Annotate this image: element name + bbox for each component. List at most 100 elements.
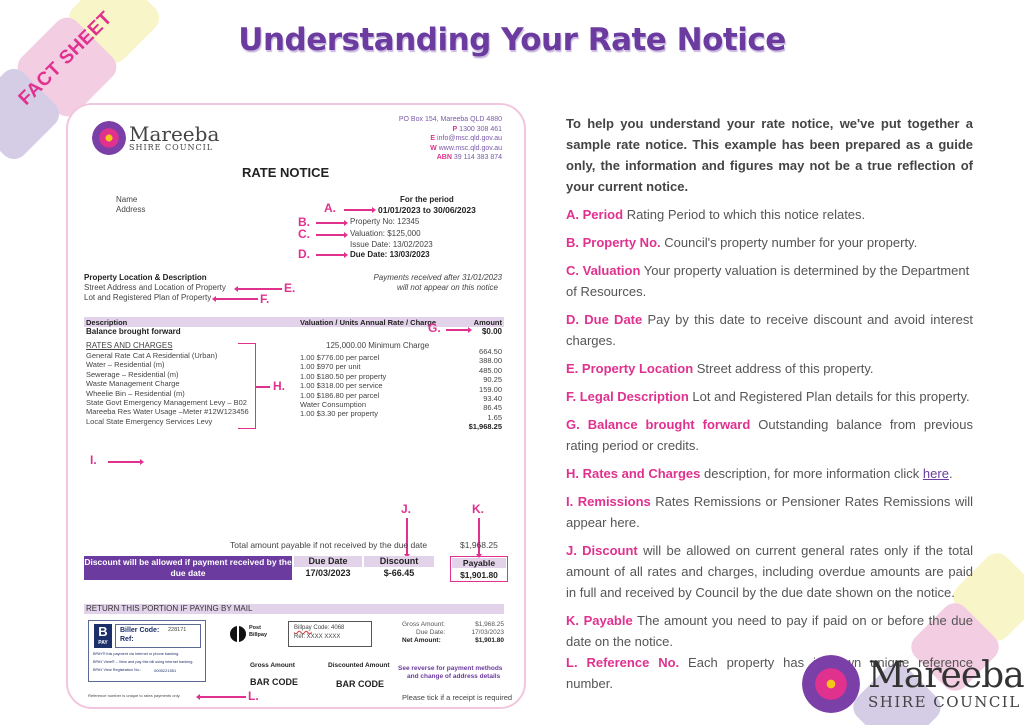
explanation-item-e: E. Property Location Street address of t… — [566, 361, 874, 376]
table-header-band — [84, 317, 504, 327]
charges-total: $1,968.25 — [468, 422, 502, 432]
lot-plan: Lot and Registered Plan of Property — [84, 293, 212, 302]
marker-f: F. — [260, 292, 270, 306]
col-amount: Amount — [473, 318, 502, 327]
flower-logo-icon — [92, 121, 126, 155]
charge-row: Local State Emergency Services Levy — [86, 416, 213, 426]
receipt-checkbox-label[interactable]: Please tick if a receipt is required — [402, 693, 513, 702]
arrow-j — [404, 518, 409, 558]
minimum-charge: 125,000.00 Minimum Charge — [326, 341, 430, 350]
charge-row: Water – Residential (m) — [86, 360, 165, 370]
charge-row: Sewerage – Residential (m) — [86, 369, 179, 379]
page-title: Understanding Your Rate Notice — [238, 22, 786, 58]
notice-title: RATE NOTICE — [242, 165, 330, 180]
payments-note: Payments received after 31/01/2023 — [373, 273, 502, 282]
bracket-h — [238, 343, 256, 429]
marker-k: K. — [472, 502, 484, 516]
payments-note-2: will not appear on this notice — [397, 283, 498, 292]
discount-banner: Discount will be allowed if payment rece… — [84, 556, 292, 580]
arrow-k — [476, 518, 481, 558]
arrow-d — [316, 252, 348, 257]
biller-code: 228171 — [168, 627, 187, 633]
valuation: Valuation: $125,000 — [350, 229, 421, 238]
billpay-ref: Ref: XXXX XXXX — [294, 634, 341, 640]
arrow-i — [108, 459, 144, 464]
arrow-g — [446, 327, 472, 332]
marker-d: D. — [298, 247, 310, 261]
charges-descriptions: General Rate Cat A Residential (Urban) W… — [86, 351, 249, 426]
payment-summary: Gross Amount: $1,968.25 Due Date: 17/03/20… — [402, 621, 504, 644]
return-band — [84, 604, 504, 614]
bpay-code-box — [115, 624, 201, 648]
contact-block: PO Box 154, Mareeba QLD 4880 P 1300 308 … — [398, 116, 502, 161]
street-address: Street Address and Location of Property — [84, 283, 226, 292]
marker-g: G. — [428, 321, 441, 335]
col-valuation: Valuation / Units Annual Rate / Charge — [300, 318, 436, 327]
return-heading: RETURN THIS PORTION IF PAYING BY MAIL — [86, 604, 253, 613]
discounted-amount-label: Discounted Amount — [328, 662, 390, 669]
balance-amount: $0.00 — [481, 327, 502, 336]
total-label: Total amount payable if not received by … — [230, 540, 428, 550]
due-date: Due Date: 13/03/2023 — [350, 250, 430, 259]
explanation-item-k: K. Payable The amount you need to pay if… — [566, 613, 973, 649]
rates-info-link[interactable]: here — [922, 466, 949, 481]
arrow-b — [316, 220, 348, 225]
bpay-logo-icon: B PAY — [94, 624, 112, 648]
arrow-l — [196, 694, 246, 699]
charge-row: Wheelie Bin – Residential (m) — [86, 388, 185, 398]
name-field: Name — [116, 195, 138, 204]
footer-council-logo: Mareeba SHIRE COUNCIL — [802, 655, 1024, 713]
marker-h: H. — [273, 379, 285, 393]
address-field: Address — [116, 205, 146, 214]
explanation-item-a: A. Period Rating Period to which this no… — [566, 207, 866, 222]
sample-rate-notice: Mareeba SHIRE COUNCIL PO Box 154, Mareeb… — [66, 103, 526, 709]
reference-note: Reference number is unique to rates paym… — [88, 693, 181, 698]
charge-row: Mareeba Res Water Usage –Meter #12W12345… — [86, 407, 249, 417]
location-heading: Property Location & Description — [84, 273, 207, 282]
period-label: For the period — [400, 195, 454, 204]
payable-value: $1,901.80 — [460, 570, 498, 580]
see-reverse-note: See reverse for payment methods — [398, 665, 503, 672]
issue-date: Issue Date: 13/02/2023 — [350, 240, 433, 249]
marker-i: I. — [90, 453, 97, 467]
bpay-box — [88, 620, 206, 682]
charges-rates: 1.00 $776.00 per parcel 1.00 $970 per un… — [300, 353, 387, 419]
explanation-item-j: J. Discount will be allowed on current g… — [566, 543, 973, 600]
charges-amounts: 664.50 388.00 485.00 90.25 159.00 93.40 … — [468, 347, 502, 432]
arrow-e — [234, 286, 282, 291]
marker-l: L. — [248, 689, 259, 703]
marker-b: B. — [298, 215, 310, 229]
flower-logo-icon — [802, 655, 860, 713]
marker-a: A. — [324, 201, 336, 215]
barcode-gross: BAR CODE — [250, 677, 299, 687]
gross-amount-label: Gross Amount — [250, 662, 295, 669]
charge-row: Waste Management Charge — [86, 379, 180, 389]
arrow-f — [212, 296, 258, 301]
arrow-c — [316, 232, 348, 237]
marker-c: C. — [298, 227, 310, 241]
explanation-item-g: G. Balance brought forward Outstanding b… — [566, 417, 973, 453]
explanation-panel: To help you understand your rate notice,… — [566, 113, 973, 701]
charge-row: General Rate Cat A Residential (Urban) — [86, 351, 218, 360]
explanation-item-c: C. Valuation Your property valuation is … — [566, 263, 970, 299]
charge-row: State Govt Emergency Management Levy – B… — [86, 398, 247, 408]
billpay-box — [288, 621, 372, 647]
payable-highlight — [450, 556, 508, 582]
rates-section-heading: RATES AND CHARGES — [86, 341, 173, 350]
explanation-item-b: B. Property No. Council's property numbe… — [566, 235, 918, 250]
explanation-item-i: I. Remissions Rates Remissions or Pensio… — [566, 494, 973, 530]
balance-label: Balance brought forward — [86, 327, 181, 336]
explanation-item-f: F. Legal Description Lot and Registered … — [566, 389, 970, 404]
explanation-item-h: H. Rates and Charges description, for mo… — [566, 466, 953, 481]
period-value: 01/01/2023 to 30/06/2023 — [378, 205, 476, 215]
discount-value: $-66.45 — [383, 568, 415, 578]
intro-text: To help you understand your rate notice,… — [566, 116, 973, 194]
council-logo: Mareeba SHIRE COUNCIL — [92, 121, 219, 155]
col-description: Description — [86, 318, 128, 327]
property-number: Property No: 12345 — [350, 217, 420, 226]
post-billpay-icon — [230, 626, 246, 642]
marker-e: E. — [284, 281, 296, 295]
marker-j: J. — [401, 502, 412, 516]
due-date-value: 17/03/2023 — [305, 568, 351, 578]
total-amount: $1,968.25 — [460, 540, 498, 550]
